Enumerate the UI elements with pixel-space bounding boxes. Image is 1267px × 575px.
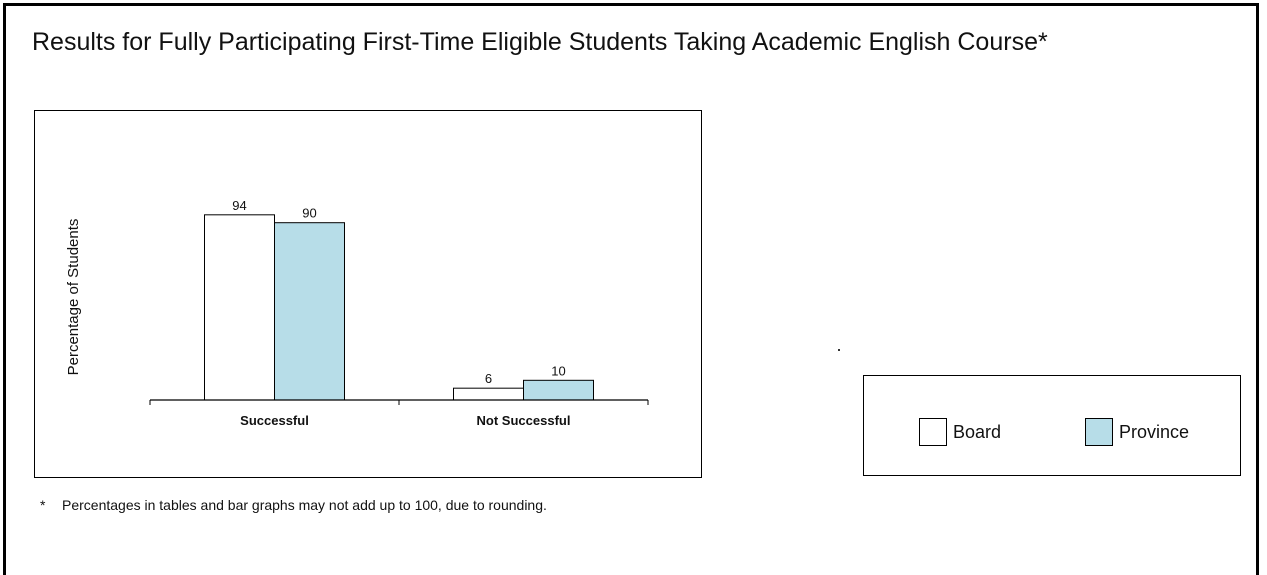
bar-chart: Percentage of Students 94 90 6 10 Successfu… bbox=[65, 198, 649, 428]
data-label-province-not-successful: 10 bbox=[551, 363, 565, 378]
y-axis-label: Percentage of Students bbox=[65, 219, 82, 376]
legend-swatch-province bbox=[1085, 418, 1113, 446]
plot-area: Percentage of Students 94 90 6 10 Successfu… bbox=[34, 110, 702, 478]
footnote: * Percentages in tables and bar graphs ma… bbox=[40, 497, 547, 513]
bar-board-successful bbox=[204, 214, 275, 401]
bar-board-not-successful bbox=[453, 387, 524, 401]
chart-title: Results for Fully Participating First-Ti… bbox=[32, 28, 1048, 56]
data-label-board-not-successful: 6 bbox=[485, 371, 492, 386]
bar-province-successful bbox=[274, 222, 345, 401]
x-tick-label-not-successful: Not Successful bbox=[477, 413, 571, 428]
legend-label-province: Province bbox=[1119, 421, 1190, 442]
footnote-text: Percentages in tables and bar graphs may… bbox=[62, 497, 547, 513]
legend-swatch-board bbox=[919, 418, 947, 446]
report-frame bbox=[3, 3, 1259, 575]
bar-province-not-successful bbox=[523, 379, 594, 401]
footnote-marker: * bbox=[40, 497, 46, 513]
legend-item-board: Board bbox=[919, 417, 1001, 447]
legend-label-board: Board bbox=[953, 421, 1002, 442]
legend: Board Province bbox=[863, 375, 1241, 476]
x-tick-label-successful: Successful bbox=[240, 413, 309, 428]
data-label-board-successful: 94 bbox=[232, 198, 246, 213]
stray-mark bbox=[838, 349, 840, 351]
legend-item-province: Province bbox=[1085, 417, 1189, 447]
data-label-province-successful: 90 bbox=[302, 206, 316, 221]
